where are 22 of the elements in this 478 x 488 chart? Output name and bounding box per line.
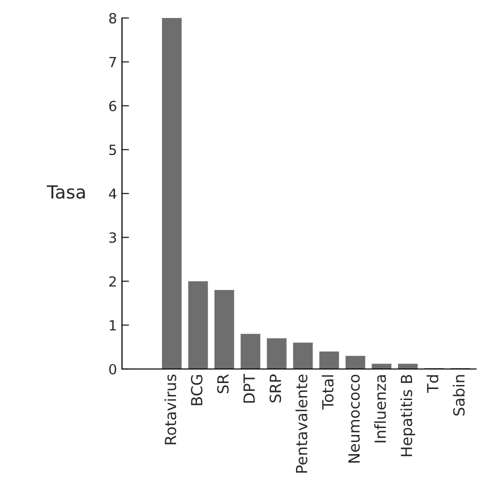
y-axis-title: Tasa xyxy=(46,185,85,199)
y-tick-label: 4 xyxy=(108,188,116,199)
x-tick-label: BCG xyxy=(190,375,202,406)
x-tick-label: Pentavalente xyxy=(296,374,308,473)
x-tick-label: SRP xyxy=(270,374,282,402)
y-tick-label: 3 xyxy=(109,232,116,243)
y-tick-label: 2 xyxy=(109,276,116,287)
y-tick-label: 0 xyxy=(109,364,116,374)
x-tick-label: Influenza xyxy=(374,375,386,442)
y-tick-label: 7 xyxy=(109,57,116,68)
x-tick-label: Total xyxy=(322,375,334,410)
x-tick-label: Rotavirus xyxy=(164,374,176,444)
x-tick-label: Td xyxy=(426,375,438,393)
y-tick-label: 5 xyxy=(109,144,116,156)
x-tick-label: SR xyxy=(217,374,229,394)
x-tick-label: Hepatitis B xyxy=(400,374,416,456)
x-tick-label: Sabin xyxy=(452,375,465,416)
y-tick-label: 6 xyxy=(109,100,116,112)
x-tick-label: DPT xyxy=(244,374,255,403)
x-tick-label: Neumococo xyxy=(348,374,360,463)
y-tick-label: 8 xyxy=(109,12,116,24)
y-tick-label: 1 xyxy=(110,320,116,330)
